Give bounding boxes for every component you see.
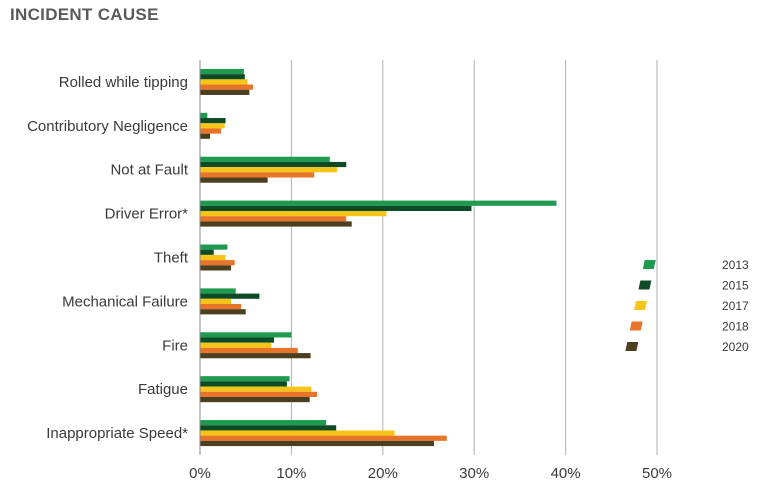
bar-2015 (200, 161, 347, 168)
bar-2020 (200, 440, 434, 447)
category-label: Fatigue (138, 381, 188, 398)
bar-2020 (200, 89, 250, 95)
legend-swatch (629, 321, 643, 331)
bar-2013 (200, 332, 292, 338)
legend-label: 2015 (722, 279, 749, 293)
legend-label: 2020 (722, 340, 749, 354)
x-tick-label: 50% (642, 465, 672, 482)
category-label: Fire (162, 337, 188, 354)
bar-2015 (200, 425, 337, 431)
bar-2017 (200, 342, 272, 348)
bar-2020 (200, 133, 211, 139)
category-label: Theft (154, 250, 189, 267)
bar-2013 (200, 112, 208, 119)
bar-2020 (200, 265, 232, 271)
category-label: Inappropriate Speed* (46, 425, 188, 442)
category-label: Contributory Negligence (27, 118, 188, 135)
legend-label: 2013 (722, 258, 749, 272)
x-tick-label: 10% (276, 465, 306, 482)
legend-swatch (625, 342, 639, 351)
bar-2017 (200, 254, 226, 261)
x-tick-label: 20% (368, 465, 398, 482)
bar-2017 (200, 79, 248, 85)
bar-2013 (200, 420, 327, 426)
bar-2017 (200, 298, 232, 304)
legend-swatch (634, 301, 648, 310)
bar-2018 (200, 347, 298, 354)
bar-2018 (200, 172, 315, 178)
category-label: Rolled while tipping (59, 74, 188, 91)
legend-swatch (642, 260, 656, 269)
bar-2020 (200, 353, 311, 359)
bar-2013 (200, 376, 290, 382)
bar-2017 (200, 386, 312, 392)
bar-2013 (200, 288, 236, 294)
bar-2020 (200, 221, 352, 227)
bar-2020 (200, 309, 246, 315)
x-tick-label: 40% (551, 465, 581, 482)
x-tick-label: 30% (459, 465, 489, 482)
bar-2015 (200, 337, 275, 343)
bar-2015 (200, 118, 226, 124)
bar-2018 (200, 391, 317, 397)
chart-title: INCIDENT CAUSE (10, 5, 159, 24)
legend-swatch (638, 280, 652, 290)
category-label: Not at Fault (110, 162, 188, 179)
bar-2020 (200, 177, 268, 183)
bar-2018 (200, 84, 254, 90)
bar-2018 (200, 128, 222, 134)
bar-2015 (200, 381, 287, 387)
bar-2013 (200, 156, 330, 162)
bar-2018 (200, 435, 447, 441)
bar-2017 (200, 123, 225, 129)
legend-label: 2018 (722, 320, 749, 334)
category-label: Driver Error* (105, 206, 188, 223)
bar-2017 (200, 430, 395, 436)
legend-label: 2017 (722, 299, 749, 313)
category-label: Mechanical Failure (62, 293, 188, 310)
bar-2018 (200, 303, 242, 310)
bar-2017 (200, 167, 338, 173)
bar-2013 (200, 244, 228, 250)
bar-2015 (200, 249, 214, 255)
bar-2018 (200, 216, 347, 222)
bar-2015 (200, 205, 472, 212)
bar-2017 (200, 211, 387, 217)
bar-2018 (200, 260, 235, 266)
bar-2015 (200, 293, 260, 299)
x-tick-label: 0% (189, 465, 211, 482)
bar-2015 (200, 74, 245, 80)
bar-2013 (200, 200, 557, 206)
bar-2013 (200, 68, 244, 75)
bar-2020 (200, 396, 310, 403)
